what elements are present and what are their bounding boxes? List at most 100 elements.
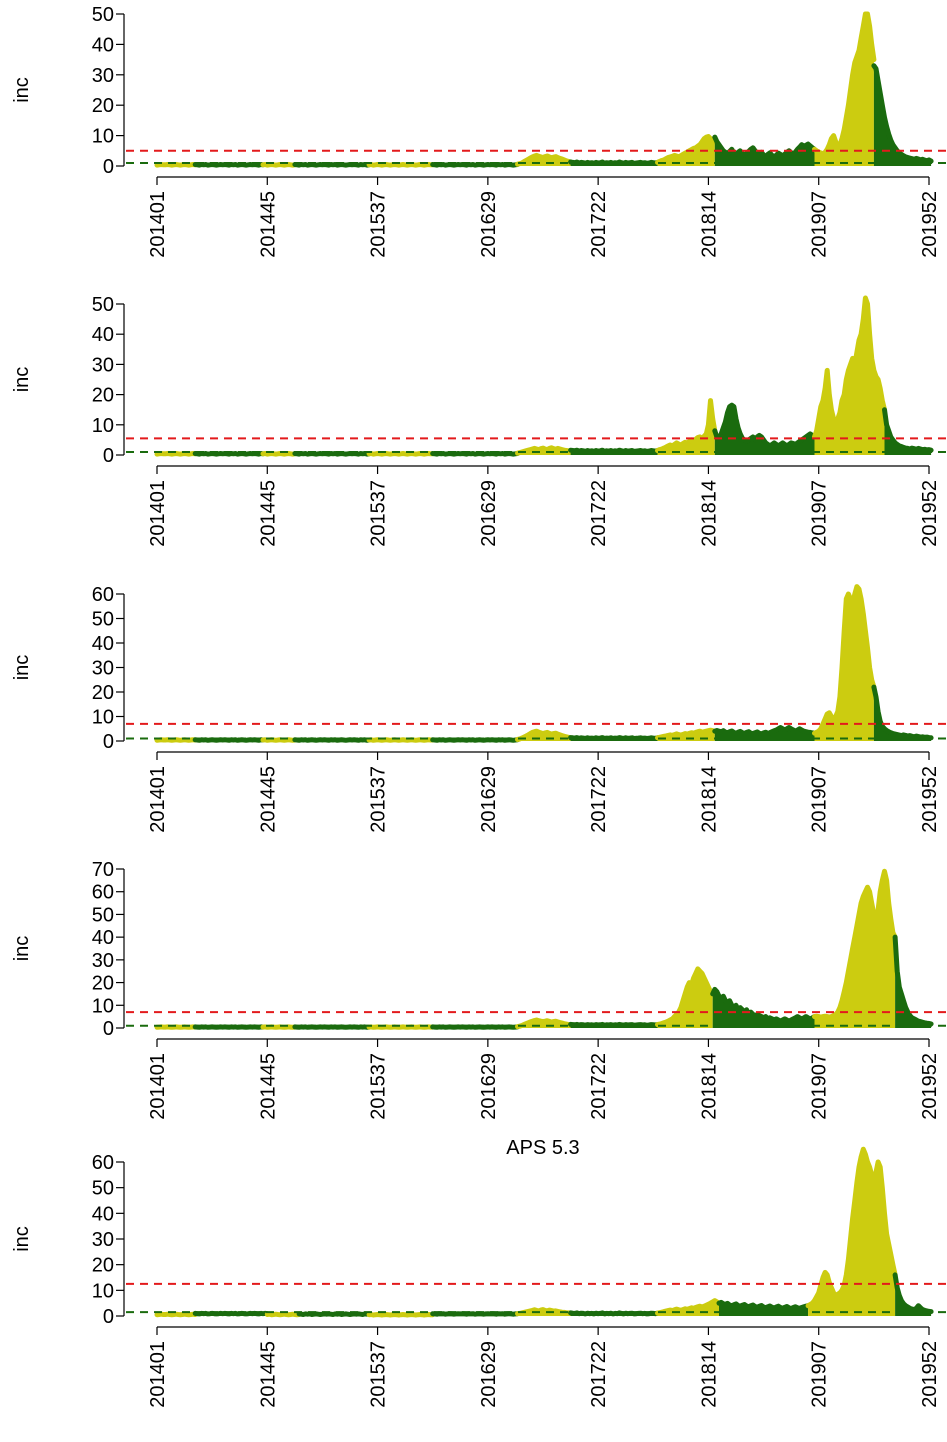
y-tick-label: 10 [92, 126, 114, 148]
x-tick-label: 201629 [478, 191, 500, 258]
y-tick-label: 30 [92, 950, 114, 972]
x-tick-label: 201907 [809, 191, 831, 258]
x-tick-label: 201401 [147, 1053, 169, 1120]
y-tick-label: 50 [92, 609, 114, 631]
y-tick-label: 0 [103, 1018, 114, 1040]
y-tick-label: 20 [92, 682, 114, 704]
series-segment-line [195, 1313, 267, 1314]
series-segment-line [195, 165, 263, 166]
x-tick-label: 201952 [919, 766, 941, 833]
x-tick-label: 201401 [147, 1341, 169, 1408]
y-tick-label: 70 [92, 859, 114, 881]
y-tick-label: 60 [92, 882, 114, 904]
x-tick-label: 201814 [698, 1053, 720, 1120]
y-axis-label: inc [11, 936, 33, 962]
y-tick-label: 20 [92, 385, 114, 407]
x-tick-label: 201722 [588, 1341, 610, 1408]
series-segment-line [295, 454, 369, 455]
series-segment-line [369, 1315, 433, 1316]
y-tick-label: 10 [92, 1280, 114, 1302]
series-segment-fill [815, 14, 874, 166]
y-tick-label: 60 [92, 1152, 114, 1174]
y-tick-label: 0 [103, 1306, 114, 1328]
series-segment-line [295, 740, 369, 741]
y-tick-label: 0 [103, 445, 114, 467]
x-tick-label: 201952 [919, 480, 941, 547]
series-segment-line [157, 1314, 195, 1315]
y-tick-label: 20 [92, 95, 114, 117]
x-tick-label: 201814 [698, 480, 720, 547]
series-segment-line [263, 165, 295, 166]
x-tick-label: 201722 [588, 191, 610, 258]
x-tick-label: 201445 [257, 1053, 279, 1120]
series-segment-line [433, 740, 518, 741]
y-axis-label: inc [11, 367, 33, 393]
x-tick-label: 201952 [919, 191, 941, 258]
series-segment-line [369, 454, 433, 455]
x-tick-label: 201952 [919, 1053, 941, 1120]
x-tick-label: 201907 [809, 1341, 831, 1408]
series-segment-line [263, 740, 295, 741]
series-segment-line [719, 1302, 808, 1308]
y-axis-label: inc [11, 655, 33, 681]
x-tick-label: 201537 [368, 191, 390, 258]
x-tick-label: 201537 [368, 766, 390, 833]
y-tick-label: 40 [92, 324, 114, 346]
y-tick-label: 20 [92, 973, 114, 995]
series-segment-line [369, 165, 433, 166]
y-tick-label: 50 [92, 4, 114, 26]
y-tick-label: 50 [92, 294, 114, 316]
y-tick-label: 20 [92, 1255, 114, 1277]
series-segment-line [157, 454, 195, 455]
y-tick-label: 10 [92, 707, 114, 729]
y-tick-label: 40 [92, 1203, 114, 1225]
series-segment-line [263, 454, 295, 455]
series-segment-line [195, 454, 263, 455]
series-segment-line [299, 1314, 369, 1315]
series-segment-line [433, 165, 518, 166]
x-tick-label: 201629 [478, 480, 500, 547]
x-tick-label: 201445 [257, 1341, 279, 1408]
x-tick-label: 201629 [478, 766, 500, 833]
y-tick-label: 10 [92, 995, 114, 1017]
series-segment-line [195, 740, 263, 741]
series-segment-line [369, 740, 433, 741]
y-tick-label: 10 [92, 415, 114, 437]
series-segment-line [157, 740, 195, 741]
y-axis-label: inc [11, 77, 33, 103]
x-tick-label: 201401 [147, 766, 169, 833]
y-tick-label: 40 [92, 633, 114, 655]
x-tick-label: 201629 [478, 1341, 500, 1408]
y-tick-label: 50 [92, 904, 114, 926]
series-segment-fill [713, 989, 815, 1028]
x-tick-label: 201814 [698, 766, 720, 833]
x-tick-label: 201722 [588, 1053, 610, 1120]
x-tick-label: 201814 [698, 1341, 720, 1408]
x-tick-label: 201401 [147, 480, 169, 547]
x-tick-label: 201907 [809, 480, 831, 547]
series-segment-line [433, 454, 518, 455]
y-tick-label: 30 [92, 1229, 114, 1251]
y-tick-label: 30 [92, 658, 114, 680]
series-segment-line [157, 165, 195, 166]
x-tick-label: 201445 [257, 191, 279, 258]
series-segment-line [874, 687, 931, 738]
x-tick-label: 201445 [257, 480, 279, 547]
y-tick-label: 40 [92, 927, 114, 949]
x-tick-label: 201537 [368, 1341, 390, 1408]
x-tick-label: 201814 [698, 191, 720, 258]
y-tick-label: 30 [92, 65, 114, 87]
y-tick-label: 0 [103, 731, 114, 753]
x-tick-label: 201907 [809, 1053, 831, 1120]
x-tick-label: 201537 [368, 480, 390, 547]
series-segment-line [267, 1314, 299, 1315]
x-tick-label: 201401 [147, 191, 169, 258]
x-tick-label: 201952 [919, 1341, 941, 1408]
